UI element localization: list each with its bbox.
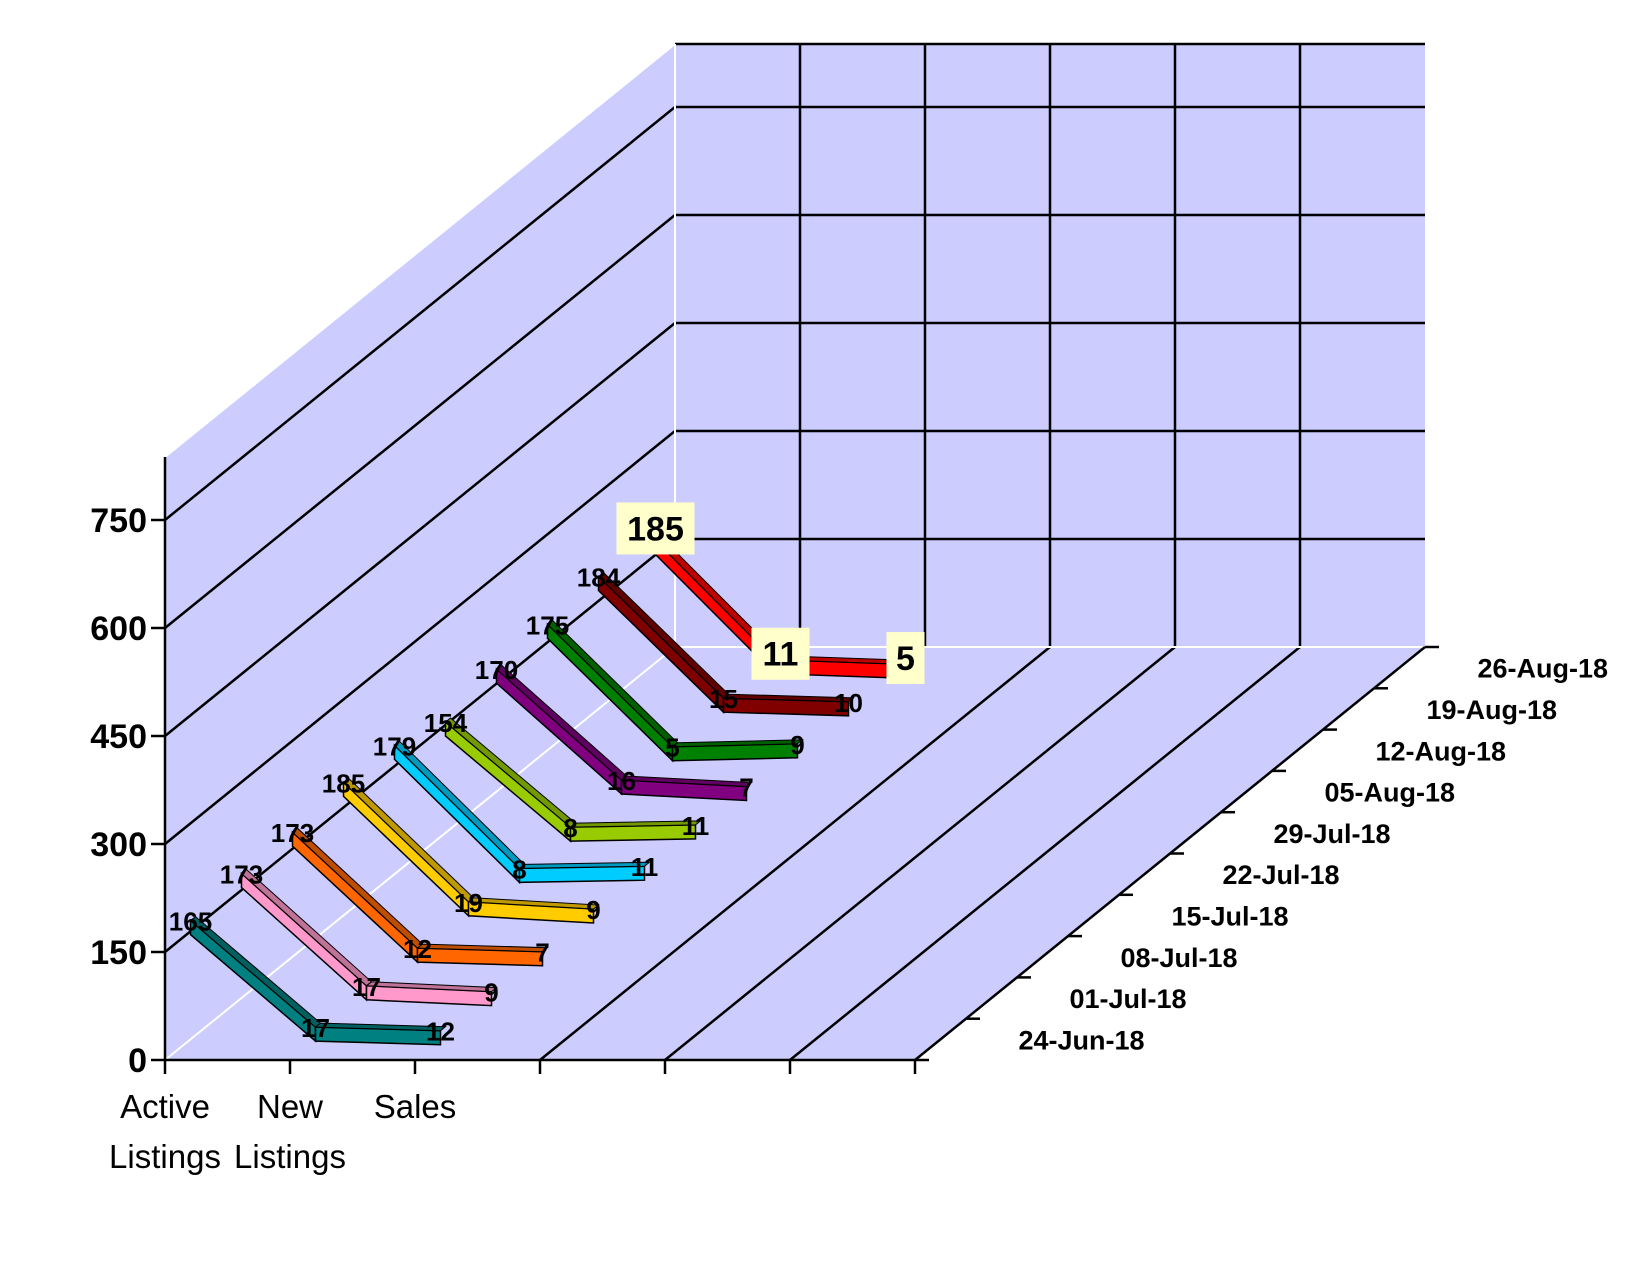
series-ribbon: 175 5 9 (526, 610, 805, 762)
x-category-label: Active (120, 1088, 210, 1125)
data-label: 170 (475, 655, 518, 685)
data-label: 185 (627, 510, 684, 548)
series-ribbon: 173 17 9 (220, 859, 499, 1007)
floor-gridline (539, 646, 1051, 1061)
series-segment (569, 824, 697, 842)
z-series-label: 26-Aug-18 (1478, 654, 1609, 684)
series-segment-top (314, 1022, 447, 1032)
side-wall (165, 44, 675, 1060)
z-series-label: 29-Jul-18 (1274, 819, 1391, 849)
y-tick-label: 600 (90, 610, 147, 648)
z-series-label: 19-Aug-18 (1427, 695, 1558, 725)
data-label: 175 (526, 610, 569, 640)
series-segment (518, 865, 646, 884)
series-segment-top (467, 897, 600, 910)
series-segment-top (569, 820, 702, 828)
data-label: 9 (790, 730, 804, 760)
data-label: 12 (426, 1017, 455, 1047)
data-label: 11 (682, 811, 710, 841)
y-tick-label: 750 (90, 502, 147, 540)
data-label: 12 (403, 934, 432, 964)
series-segment-top (518, 861, 651, 869)
series-ribbon: 165 17 12 (169, 907, 455, 1047)
data-label: 173 (271, 818, 314, 848)
data-label: 16 (607, 766, 636, 796)
z-series-label: 15-Jul-18 (1172, 901, 1289, 931)
data-label: 8 (512, 854, 526, 884)
x-category-label: Sales (374, 1088, 457, 1125)
data-label: 184 (577, 562, 621, 592)
series-ribbon: 185 11 5 (616, 502, 925, 685)
data-label: 11 (763, 636, 799, 674)
data-label: 9 (586, 895, 600, 925)
z-series-label: 22-Jul-18 (1223, 860, 1340, 890)
data-label-background (616, 502, 695, 555)
data-label: 10 (834, 688, 863, 718)
z-series-label: 01-Jul-18 (1070, 984, 1187, 1014)
series-segment-top (620, 775, 753, 788)
series-segment-top (365, 981, 498, 993)
x-category-label: New (257, 1088, 323, 1125)
data-label: 19 (454, 888, 483, 918)
data-label: 185 (322, 768, 365, 798)
data-label: 5 (665, 733, 679, 763)
data-label: 17 (301, 1013, 330, 1043)
side-wall-gridline (164, 106, 676, 521)
series-ribbon: 170 16 7 (475, 655, 754, 802)
side-wall-gridline (164, 214, 676, 629)
y-tick-label: 150 (90, 934, 147, 972)
z-series-label: 12-Aug-18 (1376, 736, 1507, 766)
series-segment-top (416, 943, 549, 953)
data-label-background (886, 632, 925, 685)
y-tick-label: 0 (128, 1042, 147, 1080)
data-label: 154 (424, 708, 468, 738)
x-category-label: Listings (234, 1138, 346, 1175)
y-tick-label: 300 (90, 826, 147, 864)
data-label: 173 (220, 859, 263, 889)
x-category-label: Listings (109, 1138, 221, 1175)
series-ribbon: 184 15 10 (577, 562, 863, 717)
z-series-label: 24-Jun-18 (1019, 1025, 1145, 1055)
data-label: 9 (484, 978, 498, 1008)
data-label: 17 (352, 972, 381, 1002)
floor-gridline (789, 646, 1301, 1061)
z-series-label: 05-Aug-18 (1325, 778, 1456, 808)
floor-gridline (664, 646, 1176, 1061)
side-wall-gridline (164, 430, 676, 845)
side-wall-gridline (164, 322, 676, 737)
series-ribbon: 154 8 11 (424, 708, 709, 843)
series-segment-top (722, 693, 855, 703)
data-label: 11 (631, 852, 659, 882)
series-ribbon: 173 12 7 (271, 818, 550, 968)
data-label: 7 (739, 773, 753, 803)
data-label: 7 (535, 938, 549, 968)
data-label-background (751, 627, 810, 680)
series-ribbon: 185 19 9 (322, 768, 601, 925)
y-tick-label: 450 (90, 718, 147, 756)
data-label: 15 (709, 684, 738, 714)
series-segment-top (671, 739, 804, 748)
data-label: 165 (169, 907, 212, 937)
data-label: 5 (896, 640, 915, 678)
wall-edge (164, 43, 676, 458)
data-label: 8 (563, 813, 577, 843)
data-label: 179 (373, 731, 416, 761)
z-series-label: 08-Jul-18 (1121, 943, 1238, 973)
series-ribbon: 179 8 11 (373, 731, 658, 884)
